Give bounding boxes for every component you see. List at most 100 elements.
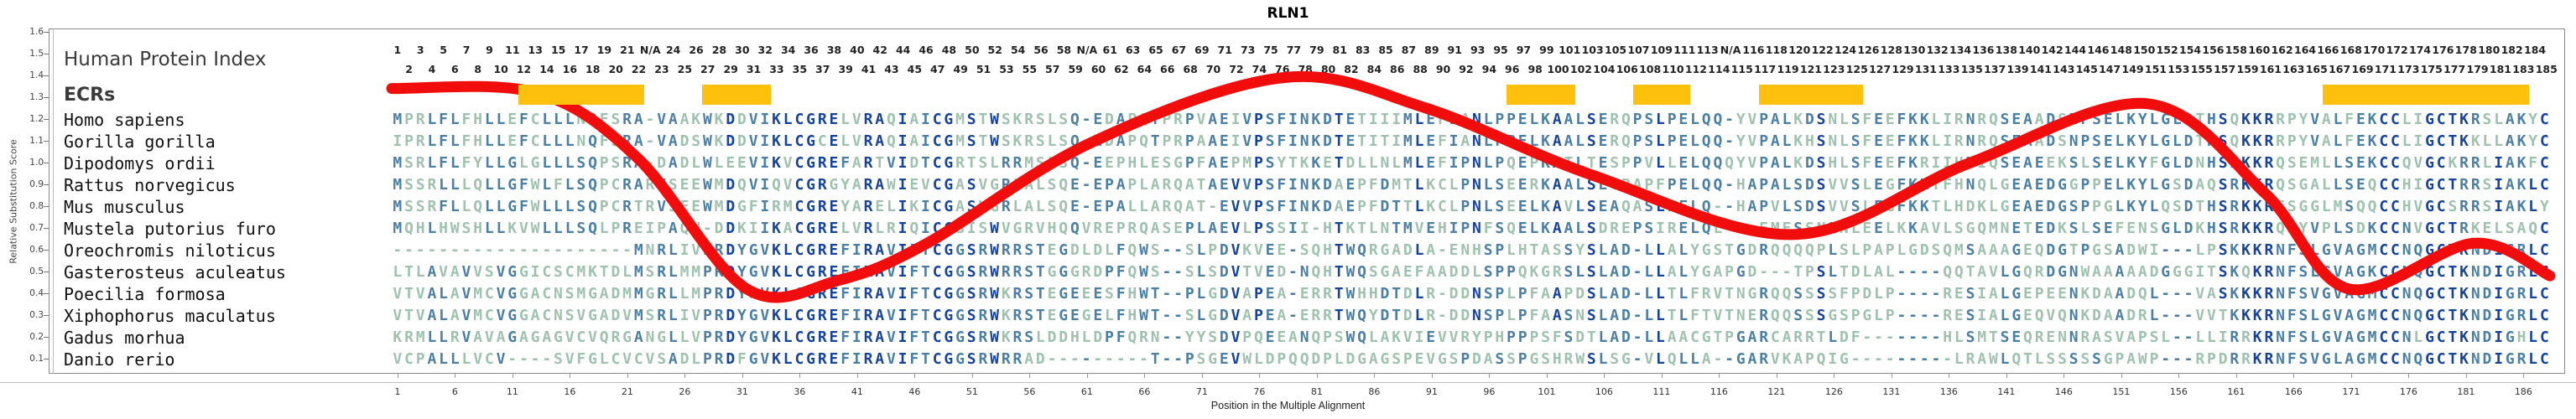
residue: L [990, 154, 1000, 172]
residue: T [2448, 285, 2458, 303]
x-tick-label: 121 [1767, 386, 1786, 397]
residue: L [1931, 132, 1941, 150]
residue: N [1472, 111, 1481, 128]
residue: K [1426, 198, 1436, 215]
residue: E [2034, 198, 2044, 215]
residue: I [760, 154, 770, 172]
residue: F [909, 285, 919, 303]
residue: K [2241, 176, 2251, 194]
residue: A [1988, 241, 1998, 259]
residue: M [633, 263, 643, 281]
residue: L [1667, 154, 1677, 172]
residue: L [2528, 263, 2538, 281]
residue: E [1885, 154, 1895, 172]
residue: G [1357, 350, 1367, 368]
residue: V [1828, 198, 1838, 215]
residue: K [2367, 132, 2377, 150]
residue: F [461, 154, 471, 172]
residue: L [1862, 263, 1872, 281]
residue: K [2252, 241, 2262, 259]
residue: A [1988, 307, 1998, 324]
residue: N [1472, 285, 1481, 303]
residue: D [2126, 285, 2136, 303]
residue: L [1047, 132, 1057, 150]
residue: G [2011, 263, 2022, 281]
residue: E [829, 241, 839, 259]
residue: V [886, 241, 896, 259]
residue: A [1150, 198, 1160, 215]
residue: L [1483, 111, 1493, 128]
residue: T [1357, 220, 1367, 237]
residue: P [1667, 111, 1677, 128]
residue: G [2161, 176, 2171, 194]
residue: R [2264, 328, 2274, 346]
residue: - [1208, 198, 1218, 215]
residue: R [978, 241, 988, 259]
residue: A [599, 285, 609, 303]
residue: Y [1690, 241, 1699, 259]
residue: L [783, 285, 793, 303]
residue: P [1621, 154, 1631, 172]
residue: Q [1311, 263, 1321, 281]
residue: S [1586, 220, 1596, 237]
residue: L [2494, 132, 2504, 150]
residue: D [1047, 328, 1057, 346]
residue: M [691, 263, 701, 281]
residue: I [748, 220, 758, 237]
residue: E [2034, 176, 2044, 194]
residue: C [542, 263, 552, 281]
residue: L [1575, 111, 1585, 128]
x-tick-mark [2408, 374, 2410, 378]
residue: K [772, 220, 781, 237]
residue: L [1690, 198, 1699, 215]
residue: E [1678, 154, 1689, 172]
human-index-number: 120 [1788, 44, 1811, 56]
residue: G [1736, 241, 1746, 259]
residue: A [1667, 328, 1677, 346]
residue: R [2195, 350, 2205, 368]
residue: S [1059, 132, 1069, 150]
residue: Q [772, 176, 781, 194]
residue: G [944, 220, 954, 237]
residue: F [1414, 263, 1424, 281]
residue: R [1701, 285, 1711, 303]
residue: T [1357, 111, 1367, 128]
residue: Y [1736, 132, 1746, 150]
residue: Q [2161, 198, 2171, 215]
residue: A [473, 328, 483, 346]
residue: - [576, 241, 586, 259]
residue: K [2516, 198, 2527, 215]
residue: S [565, 307, 575, 324]
residue: A [2195, 176, 2205, 194]
residue: E [875, 198, 885, 215]
residue: S [2298, 285, 2308, 303]
residue: E [1299, 285, 1309, 303]
residue: S [2000, 111, 2010, 128]
residue: L [1414, 198, 1424, 215]
residue: C [542, 285, 552, 303]
residue: E [1219, 176, 1229, 194]
residue: L [1598, 285, 1608, 303]
residue: K [2252, 328, 2262, 346]
residue: N [1840, 220, 1849, 237]
residue: I [1392, 132, 1402, 150]
residue: P [1804, 350, 1814, 368]
residue: A [1988, 285, 1998, 303]
residue: F [1862, 111, 1872, 128]
residue: G [507, 328, 518, 346]
residue: K [1529, 263, 1539, 281]
residue: T [1586, 154, 1596, 172]
x-tick-label: 56 [1023, 386, 1036, 397]
human-index-number: 93 [1470, 44, 1486, 56]
residue: W [2080, 263, 2090, 281]
residue: L [1598, 328, 1608, 346]
residue: A [2505, 154, 2515, 172]
human-index-number: 63 [1125, 44, 1141, 56]
residue: S [966, 241, 976, 259]
residue: I [1414, 328, 1424, 346]
residue: L [496, 198, 506, 215]
residue: F [439, 154, 449, 172]
x-tick-mark [856, 374, 858, 378]
residue: A [1552, 198, 1562, 215]
residue: A [1426, 263, 1436, 281]
